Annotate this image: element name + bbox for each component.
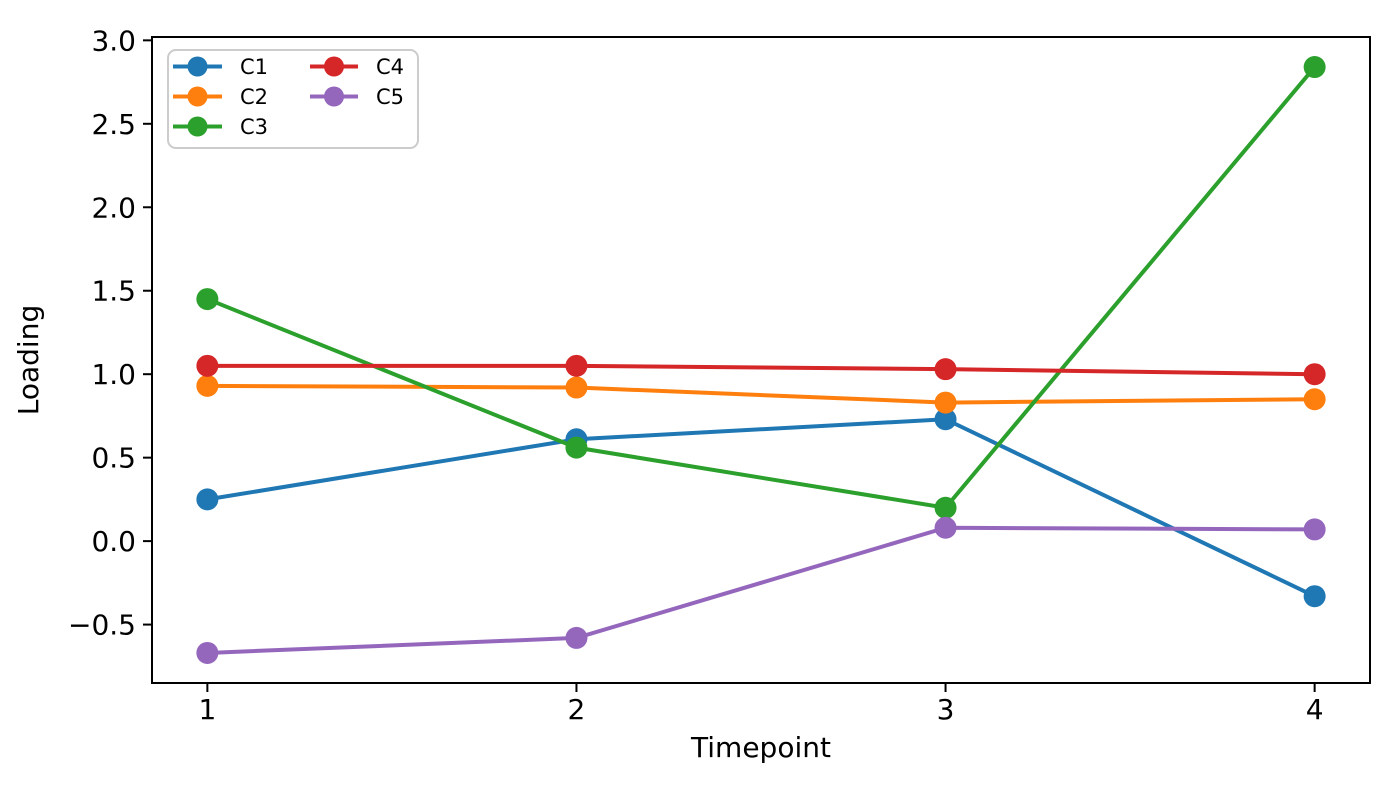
series-marker-C3-t4 (1303, 56, 1326, 79)
x-tick-label: 3 (937, 693, 955, 726)
series-marker-C5-t3 (934, 516, 957, 539)
y-tick-label: 0.5 (91, 442, 136, 475)
legend-item-C3: C3 (173, 115, 268, 139)
legend-label: C4 (376, 55, 404, 79)
series-marker-C4-t3 (934, 358, 957, 381)
series-marker-C3-t2 (565, 436, 588, 459)
legend-frame (167, 49, 419, 149)
series-marker-C3-t3 (934, 496, 957, 519)
legend-label: C5 (376, 85, 404, 109)
legend-label: C1 (240, 55, 268, 79)
y-tick-label: −0.5 (68, 609, 136, 642)
series-line-C1 (205, 417, 1317, 599)
y-tick-label: 1.0 (91, 358, 136, 391)
legend-marker-icon (187, 86, 208, 107)
legend-marker-icon (187, 116, 208, 137)
series-marker-C4-t1 (196, 354, 219, 377)
series-marker-C2-t1 (196, 374, 219, 397)
series-C3 (196, 56, 1326, 519)
legend-label: C3 (240, 115, 268, 139)
series-C5 (196, 516, 1326, 664)
x-tick-label: 2 (568, 693, 586, 726)
legend-item-C2: C2 (173, 85, 268, 109)
x-tick-label: 1 (198, 693, 216, 726)
series-C2 (196, 374, 1326, 414)
plot-area-spines (151, 36, 1371, 684)
legend-marker-icon (187, 56, 208, 77)
series-marker-C1-t4 (1303, 585, 1326, 608)
y-tick-label: 2.5 (91, 108, 136, 141)
legend-item-C4: C4 (310, 55, 404, 79)
y-tick-label: 1.5 (91, 275, 136, 308)
series-line-C2 (205, 383, 1317, 405)
series-C1 (196, 408, 1326, 608)
series-marker-C5-t1 (196, 641, 219, 664)
legend-marker-icon (324, 86, 344, 107)
legend-item-C5: C5 (310, 85, 404, 109)
y-tick-label: 0.0 (91, 525, 136, 558)
series-marker-C3-t1 (196, 288, 219, 311)
series-marker-C2-t2 (565, 376, 588, 399)
series-line-C3 (205, 65, 1317, 510)
series-line-C4 (205, 363, 1317, 377)
series-marker-C4-t2 (565, 354, 588, 377)
series-marker-C2-t3 (934, 391, 957, 414)
legend-label: C2 (240, 85, 268, 109)
series-marker-C2-t4 (1303, 388, 1326, 411)
x-tick-label: 4 (1306, 693, 1324, 726)
y-axis-label: Loading (12, 305, 45, 415)
legend-item-C1: C1 (173, 55, 268, 79)
x-axis-label: Timepoint (690, 731, 831, 764)
series-marker-C4-t4 (1303, 363, 1326, 386)
y-tick-label: 2.0 (91, 191, 136, 224)
series-marker-C1-t3 (934, 408, 957, 431)
legend-marker-icon (324, 56, 344, 77)
series-marker-C1-t1 (196, 488, 219, 511)
series-marker-C5-t4 (1303, 518, 1326, 541)
series-line-C5 (205, 525, 1317, 655)
series-marker-C5-t2 (565, 626, 588, 649)
legend: C1 C2 C3 C4 C5 (167, 49, 419, 149)
y-tick-label: 3.0 (91, 24, 136, 57)
series-C4 (196, 354, 1326, 386)
